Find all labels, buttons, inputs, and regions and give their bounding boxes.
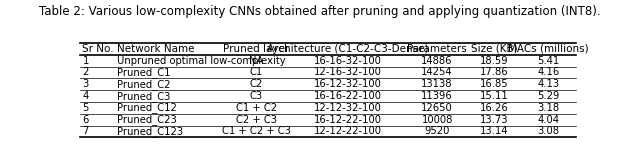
Text: C1 + C2: C1 + C2 xyxy=(236,103,276,113)
Text: 14886: 14886 xyxy=(421,56,453,66)
Text: 16.85: 16.85 xyxy=(480,79,508,89)
Text: 18.59: 18.59 xyxy=(480,56,508,66)
Text: Pruned_C23: Pruned_C23 xyxy=(117,114,177,125)
Text: Architecture (C1-C2-C3-Dense): Architecture (C1-C2-C3-Dense) xyxy=(267,44,429,54)
Text: Size (KB): Size (KB) xyxy=(471,44,518,54)
Text: 16-12-22-100: 16-12-22-100 xyxy=(314,115,382,125)
Text: 17.86: 17.86 xyxy=(480,68,508,78)
Text: Pruned_C3: Pruned_C3 xyxy=(117,91,171,102)
Text: Table 2: Various low-complexity CNNs obtained after pruning and applying quantiz: Table 2: Various low-complexity CNNs obt… xyxy=(39,5,601,18)
Text: 4.04: 4.04 xyxy=(538,115,560,125)
Text: 14254: 14254 xyxy=(421,68,453,78)
Text: 13138: 13138 xyxy=(421,79,453,89)
Text: 16-16-22-100: 16-16-22-100 xyxy=(314,91,382,101)
Text: C1: C1 xyxy=(250,68,262,78)
Text: 11396: 11396 xyxy=(421,91,453,101)
Text: 4.16: 4.16 xyxy=(538,68,560,78)
Text: 5.29: 5.29 xyxy=(538,91,560,101)
Text: C2 + C3: C2 + C3 xyxy=(236,115,276,125)
Text: 13.14: 13.14 xyxy=(480,126,508,136)
Text: 12650: 12650 xyxy=(421,103,453,113)
Text: 3: 3 xyxy=(83,79,89,89)
Text: 3.08: 3.08 xyxy=(538,126,560,136)
Text: 9520: 9520 xyxy=(424,126,450,136)
Text: Parameters: Parameters xyxy=(407,44,467,54)
Text: 12-12-22-100: 12-12-22-100 xyxy=(314,126,382,136)
Text: MACs (millions): MACs (millions) xyxy=(508,44,589,54)
Text: Unpruned optimal low-complexity: Unpruned optimal low-complexity xyxy=(117,56,286,66)
Text: 16-16-32-100: 16-16-32-100 xyxy=(314,56,382,66)
Text: C3: C3 xyxy=(250,91,262,101)
Text: Network Name: Network Name xyxy=(117,44,195,54)
Text: C2: C2 xyxy=(250,79,262,89)
Text: 5: 5 xyxy=(83,103,89,113)
Text: 5.41: 5.41 xyxy=(538,56,560,66)
Text: Pruned_C1: Pruned_C1 xyxy=(117,67,171,78)
Text: Pruned_C123: Pruned_C123 xyxy=(117,126,183,137)
Text: 13.73: 13.73 xyxy=(480,115,508,125)
Text: Pruned_C2: Pruned_C2 xyxy=(117,79,171,90)
Text: 7: 7 xyxy=(83,126,89,136)
Text: 3.18: 3.18 xyxy=(538,103,560,113)
Text: 12-16-32-100: 12-16-32-100 xyxy=(314,68,382,78)
Text: 10008: 10008 xyxy=(421,115,453,125)
Text: C1 + C2 + C3: C1 + C2 + C3 xyxy=(221,126,291,136)
Text: 16-12-32-100: 16-12-32-100 xyxy=(314,79,382,89)
Text: Sr No.: Sr No. xyxy=(83,44,114,54)
Text: NA: NA xyxy=(249,56,263,66)
Text: Pruned_C12: Pruned_C12 xyxy=(117,102,177,113)
Text: 4.13: 4.13 xyxy=(538,79,560,89)
Text: 1: 1 xyxy=(83,56,89,66)
Text: 16.26: 16.26 xyxy=(480,103,509,113)
Text: 12-12-32-100: 12-12-32-100 xyxy=(314,103,382,113)
Text: 4: 4 xyxy=(83,91,89,101)
Text: 6: 6 xyxy=(83,115,89,125)
Text: 2: 2 xyxy=(83,68,89,78)
Text: Pruned layer: Pruned layer xyxy=(223,44,289,54)
Text: 15.11: 15.11 xyxy=(480,91,509,101)
